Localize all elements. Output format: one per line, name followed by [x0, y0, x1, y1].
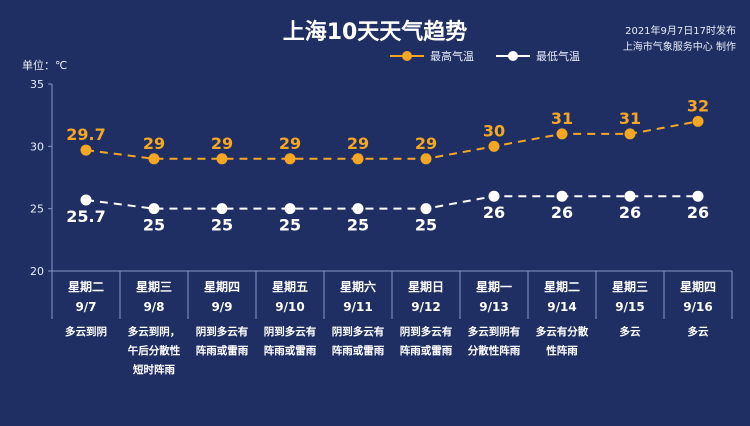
data-point-high — [148, 153, 160, 165]
data-label-low: 25 — [279, 216, 301, 235]
x-tick-weekday: 星期五 — [272, 279, 308, 294]
y-tick-label: 20 — [30, 265, 44, 278]
data-label-low: 26 — [551, 203, 573, 222]
data-point-low — [216, 203, 228, 215]
weather-description-line: 午后分散性 — [128, 344, 181, 357]
data-label-high: 29 — [415, 134, 437, 153]
legend-high-label: 最高气温 — [430, 50, 474, 63]
legend-low-marker — [496, 51, 530, 61]
legend-low-label: 最低气温 — [536, 50, 580, 63]
x-tick-date: 9/14 — [547, 300, 576, 314]
data-point-low — [556, 190, 568, 202]
weather-description-line: 多云到阴 — [65, 325, 107, 338]
data-label-low: 25 — [347, 216, 369, 235]
data-point-low — [692, 190, 704, 202]
data-label-high: 29.7 — [66, 125, 105, 144]
data-point-high — [692, 115, 704, 127]
x-tick-date: 9/8 — [143, 300, 164, 314]
data-point-low — [420, 203, 432, 215]
data-point-low — [624, 190, 636, 202]
data-point-high — [284, 153, 296, 165]
data-point-high — [488, 140, 500, 152]
x-tick-date: 9/15 — [615, 300, 644, 314]
x-tick-weekday: 星期三 — [136, 279, 172, 294]
data-point-high — [80, 144, 92, 156]
series-line-low — [85, 195, 698, 210]
x-tick-weekday: 星期一 — [476, 279, 512, 294]
weather-description-line: 多云 — [620, 325, 641, 338]
data-label-low: 25 — [415, 216, 437, 235]
data-label-low: 26 — [687, 203, 709, 222]
x-tick-date: 9/9 — [211, 300, 232, 314]
x-tick-date: 9/10 — [275, 300, 304, 314]
data-point-low — [80, 194, 92, 206]
legend-high-marker — [390, 51, 424, 61]
weather-description-line: 短时阵雨 — [133, 363, 175, 376]
data-point-high — [420, 153, 432, 165]
publish-time: 2021年9月7日17时发布 — [625, 26, 736, 37]
y-axis-unit-label: 单位：℃ — [22, 59, 68, 72]
x-tick-weekday: 星期二 — [68, 279, 104, 294]
x-tick-weekday: 星期四 — [204, 279, 240, 294]
data-label-low: 25.7 — [66, 207, 105, 226]
x-tick-weekday: 星期日 — [408, 279, 444, 294]
weather-description-line: 阴到多云有 — [400, 325, 453, 338]
weather-description-line: 多云到阴， — [128, 325, 181, 338]
y-tick-label: 25 — [30, 203, 44, 216]
data-point-high — [556, 128, 568, 140]
y-tick-label: 30 — [30, 140, 44, 153]
data-label-high: 30 — [483, 121, 505, 140]
data-label-high: 29 — [211, 134, 233, 153]
x-tick-date: 9/13 — [479, 300, 508, 314]
data-point-low — [148, 203, 160, 215]
x-tick-weekday: 星期二 — [544, 279, 580, 294]
data-point-low — [352, 203, 364, 215]
data-label-low: 25 — [211, 216, 233, 235]
data-label-low: 26 — [619, 203, 641, 222]
x-tick-date: 9/7 — [75, 300, 96, 314]
weather-description-line: 阴到多云有 — [196, 325, 249, 338]
data-point-high — [624, 128, 636, 140]
x-tick-date: 9/12 — [411, 300, 440, 314]
publisher-credit: 上海市气象服务中心 制作 — [622, 42, 736, 53]
weather-description-line: 阵雨或雷雨 — [264, 344, 317, 357]
data-point-high — [352, 153, 364, 165]
data-label-low: 25 — [143, 216, 165, 235]
data-label-low: 26 — [483, 203, 505, 222]
weather-description-line: 阴到多云有 — [332, 325, 385, 338]
weather-description-line: 阵雨或雷雨 — [400, 344, 453, 357]
x-tick-weekday: 星期六 — [340, 279, 376, 294]
series-line-high — [85, 120, 699, 160]
legend-item-high: 最高气温 — [390, 48, 474, 64]
data-label-high: 29 — [347, 134, 369, 153]
weather-description-line: 阵雨或雷雨 — [332, 344, 385, 357]
data-label-high: 32 — [687, 96, 709, 115]
data-point-low — [284, 203, 296, 215]
weather-description-line: 性阵雨 — [546, 344, 578, 357]
weather-description-line: 分散性阵雨 — [468, 344, 521, 357]
data-label-high: 31 — [619, 109, 641, 128]
data-label-high: 29 — [143, 134, 165, 153]
x-tick-date: 9/16 — [683, 300, 712, 314]
legend-item-low: 最低气温 — [496, 48, 580, 64]
weather-description-line: 多云有分散 — [536, 325, 589, 338]
weather-description-line: 多云 — [688, 325, 709, 338]
data-label-high: 29 — [279, 134, 301, 153]
x-tick-date: 9/11 — [343, 300, 372, 314]
weather-description-line: 阴到多云有 — [264, 325, 317, 338]
chart-title: 上海10天天气趋势 — [282, 20, 468, 45]
x-tick-weekday: 星期三 — [612, 279, 648, 294]
weather-description-line: 多云到阴有 — [468, 325, 521, 338]
y-tick-label: 35 — [30, 78, 44, 91]
x-tick-weekday: 星期四 — [680, 279, 716, 294]
weather-description-line: 阵雨或雷雨 — [196, 344, 249, 357]
data-point-high — [216, 153, 228, 165]
data-point-low — [488, 190, 500, 202]
data-label-high: 31 — [551, 109, 573, 128]
